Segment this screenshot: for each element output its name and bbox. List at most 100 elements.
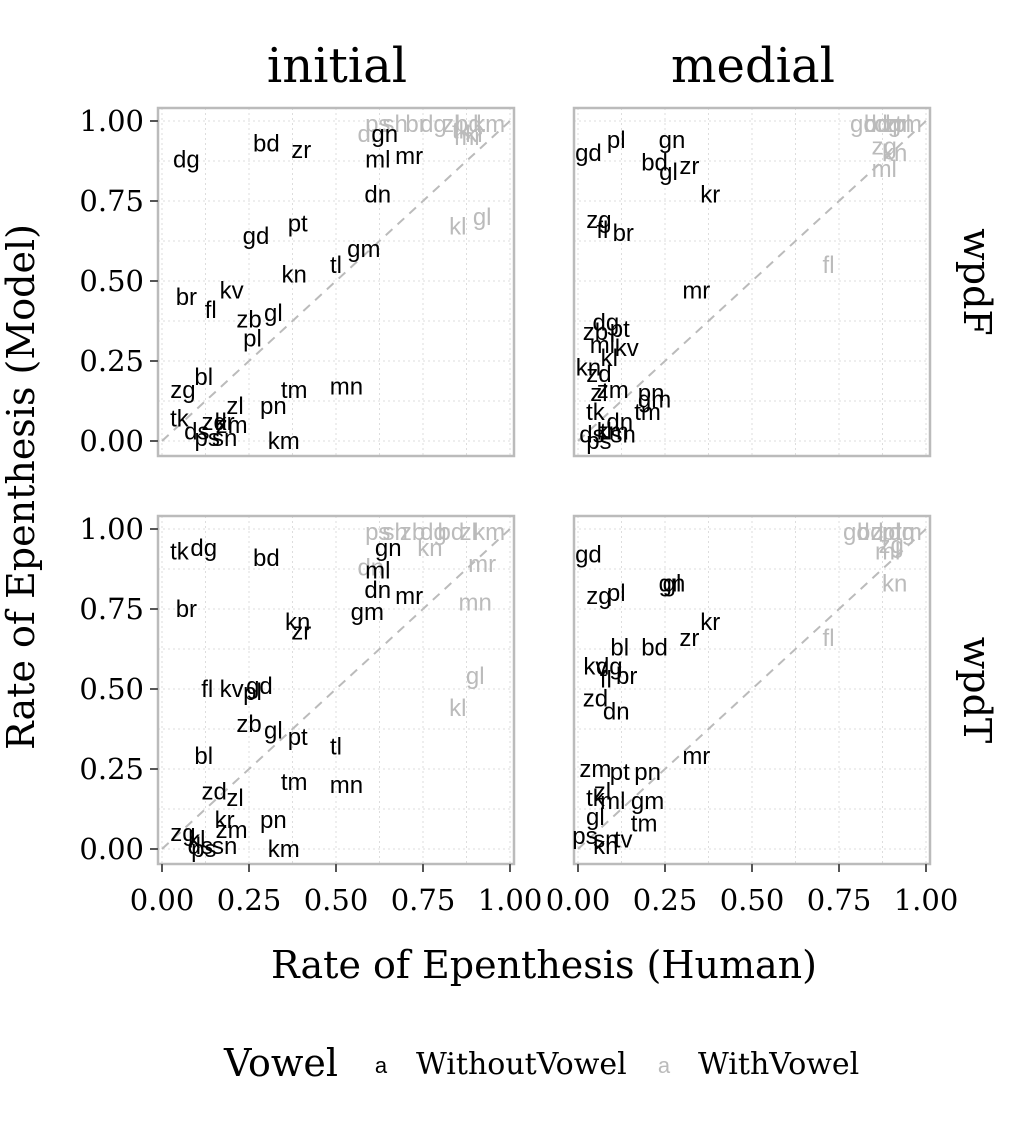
point-label: tl <box>330 252 342 279</box>
point-label: kr <box>465 121 485 148</box>
point-label: sh <box>382 519 407 546</box>
point-label: zb <box>400 519 425 546</box>
point-label: kl <box>449 214 466 241</box>
point-label: kl <box>188 826 205 853</box>
point-label: kn <box>882 570 907 597</box>
point-label: tk <box>170 538 190 565</box>
point-label: zr <box>679 625 699 652</box>
point-label: zl <box>594 778 611 805</box>
point-label: zb <box>236 711 261 738</box>
point-label: ml <box>872 156 897 183</box>
point-label: tl <box>330 734 342 761</box>
point-label: ps <box>365 111 390 138</box>
point-label: pl <box>882 519 901 546</box>
point-label: br <box>405 111 426 138</box>
point-label: zr <box>871 519 891 546</box>
facet-title-wpdT: wpdT <box>955 637 999 744</box>
x-tick-label: 0.75 <box>391 883 456 917</box>
point-label: kn <box>576 354 601 381</box>
point-label: ml <box>600 788 625 815</box>
point-label: zl <box>590 380 607 407</box>
point-label: br <box>613 220 634 247</box>
legend-label-withoutvowel: WithoutVowel <box>416 1047 627 1082</box>
point-label: kv <box>220 278 244 305</box>
point-label: km <box>268 428 300 455</box>
point-label: mr <box>682 278 710 305</box>
point-label: ml <box>365 558 390 585</box>
point-label: pt <box>288 724 308 751</box>
point-label: pn <box>260 393 287 420</box>
legend-key-withvowel: a <box>658 1053 671 1078</box>
point-label: br <box>616 663 637 690</box>
x-tick-label: 1.00 <box>478 883 543 917</box>
point-label: zm <box>579 756 611 783</box>
point-label: fl <box>600 666 612 693</box>
point-label: gd <box>243 223 270 250</box>
point-label: zd <box>202 778 227 805</box>
point-label: fl <box>205 297 217 324</box>
point-label: zm <box>597 377 629 404</box>
point-label: ds <box>579 422 604 449</box>
point-label: mr <box>395 143 423 170</box>
point-label: gm <box>638 386 671 413</box>
point-label: kr <box>215 409 235 436</box>
y-tick-label: 0.25 <box>79 752 144 786</box>
point-label: gd <box>575 140 602 167</box>
point-label: fl <box>596 217 608 244</box>
point-label: mn <box>459 590 492 617</box>
point-label: bd <box>253 130 280 157</box>
point-label: gl <box>663 570 682 597</box>
point-label: km <box>473 519 505 546</box>
point-label: bd <box>857 519 884 546</box>
point-label: bd <box>455 111 482 138</box>
point-label: sn <box>212 833 237 860</box>
point-label: pt <box>610 316 630 343</box>
point-label: gl <box>659 159 678 186</box>
point-label: km <box>268 836 300 863</box>
point-label: sn <box>593 826 618 853</box>
point-label: mr <box>454 124 482 151</box>
facet-title-medial: medial <box>671 38 835 94</box>
point-label: kr <box>215 807 235 834</box>
point-label: dg <box>173 146 200 173</box>
point-label: dg <box>596 654 623 681</box>
point-label: kn <box>417 535 442 562</box>
point-label: gd <box>246 673 273 700</box>
point-label: gl <box>586 804 605 831</box>
point-label: zd <box>202 409 227 436</box>
point-label: dg <box>888 519 915 546</box>
point-label: mn <box>330 772 363 799</box>
point-label: zl <box>226 785 243 812</box>
point-label: bd <box>253 545 280 572</box>
point-label: zg <box>170 377 195 404</box>
point-label: tl <box>600 418 612 445</box>
point-label: tm <box>895 519 922 546</box>
point-label: dg <box>592 310 619 337</box>
point-label: ds <box>184 418 209 445</box>
point-label: kn <box>882 140 907 167</box>
point-label: mr <box>395 583 423 610</box>
x-tick-label: 0.00 <box>130 883 195 917</box>
point-label: zb <box>236 306 261 333</box>
y-tick-label: 1.00 <box>79 512 144 546</box>
point-label: ml <box>875 538 900 565</box>
point-label: pn <box>638 380 665 407</box>
x-tick-label: 1.00 <box>894 883 959 917</box>
point-label: zl <box>226 393 243 420</box>
point-label: kr <box>700 609 720 636</box>
point-label: pt <box>288 210 308 237</box>
point-label: zl <box>460 519 477 546</box>
y-axis-label: Rate of Epenthesis (Model) <box>0 224 43 750</box>
point-label: zr <box>291 618 311 645</box>
y-tick-label: 0.00 <box>79 424 144 458</box>
point-label: bd <box>437 519 464 546</box>
point-label: tk <box>586 399 606 426</box>
legend-title: Vowel <box>223 1041 338 1085</box>
point-label: mr <box>468 551 496 578</box>
point-label: zr <box>679 153 699 180</box>
point-label: br <box>176 596 197 623</box>
point-label: dg <box>420 111 447 138</box>
